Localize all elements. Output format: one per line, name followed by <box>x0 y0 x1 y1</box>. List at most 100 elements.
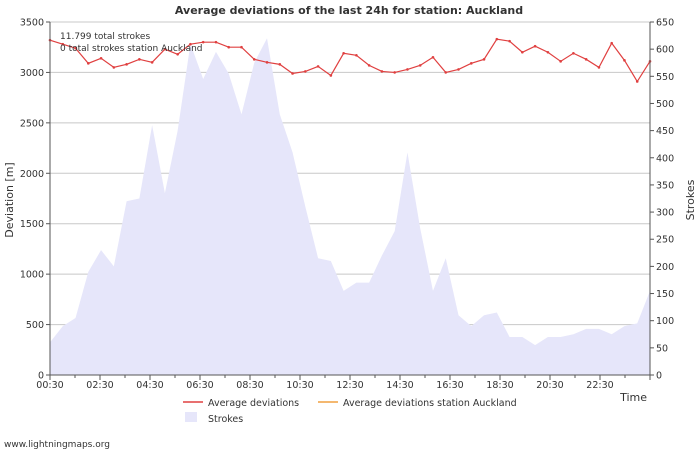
average-deviations-point <box>495 37 499 41</box>
average-deviations-point <box>74 46 77 50</box>
y-left-tick-labels: 0 500 1000 1500 2000 2500 3000 3500 <box>20 18 50 382</box>
average-deviations-point <box>163 47 167 51</box>
strokes-area <box>50 38 650 375</box>
y-right-tick-label: 350 <box>656 180 674 191</box>
y-right-tick-label: 0 <box>656 371 662 382</box>
average-deviations-point <box>367 64 371 67</box>
x-tick-label: 04:30 <box>136 380 163 391</box>
annotations: 11.799 total strokes 0 total strokes sta… <box>60 32 203 54</box>
y-right-tick-label: 150 <box>656 289 674 300</box>
average-deviations-point <box>150 61 154 64</box>
x-axis-label: Time <box>619 391 647 404</box>
average-deviations-series <box>48 37 652 83</box>
y-left-tick-label: 500 <box>26 320 44 331</box>
average-deviations-point <box>304 70 307 73</box>
x-tick-label: 12:30 <box>336 380 363 391</box>
y-left-tick-label: 1500 <box>20 219 44 230</box>
legend-label-average-deviations-station: Average deviations station Auckland <box>343 398 517 409</box>
legend-swatch-strokes <box>185 412 197 422</box>
x-tick-labels: 00:30 02:30 04:30 06:30 08:30 10:30 12:30 14:30… <box>36 375 651 391</box>
average-deviations-point <box>189 42 192 46</box>
y-right-tick-label: 300 <box>656 208 674 219</box>
x-tick-label: 14:30 <box>386 380 413 391</box>
average-deviations-point <box>610 41 613 45</box>
average-deviations-point <box>278 63 282 66</box>
y-left-tick-label: 1000 <box>20 270 44 281</box>
average-deviations-point <box>418 64 422 67</box>
average-deviations-point <box>227 45 231 49</box>
average-deviations-point <box>482 58 486 61</box>
average-deviations-point <box>176 52 179 56</box>
average-deviations-point <box>252 58 256 61</box>
legend-label-strokes: Strokes <box>208 414 243 425</box>
y-right-tick-label: 400 <box>656 153 674 164</box>
average-deviations-point <box>99 57 103 60</box>
average-deviations-point <box>584 58 588 61</box>
y-right-tick-label: 50 <box>656 343 668 354</box>
average-deviations-point <box>444 71 448 74</box>
average-deviations-point <box>431 56 435 59</box>
average-deviations-point <box>61 42 65 46</box>
average-deviations-point <box>508 39 511 43</box>
average-deviations-point <box>393 71 396 74</box>
legend: Average deviations Average deviations st… <box>183 398 517 425</box>
y-right-tick-label: 550 <box>656 72 674 83</box>
average-deviations-point <box>546 50 550 54</box>
x-tick-label: 08:30 <box>236 380 263 391</box>
y-right-tick-label: 500 <box>656 99 674 110</box>
y-left-tick-label: 3500 <box>20 18 44 29</box>
x-tick-label: 16:30 <box>436 380 463 391</box>
average-deviations-point <box>635 80 639 83</box>
x-tick-label: 02:30 <box>86 380 113 391</box>
average-deviations-point <box>342 51 345 55</box>
average-deviations-point <box>457 68 460 71</box>
x-tick-label: 22:30 <box>586 380 613 391</box>
average-deviations-point <box>291 72 294 75</box>
average-deviations-point <box>329 74 333 77</box>
strokes-area-series <box>50 38 650 375</box>
x-tick-label: 06:30 <box>186 380 213 391</box>
footer-credit: www.lightningmaps.org <box>4 440 110 450</box>
average-deviations-point <box>406 68 409 71</box>
average-deviations-point <box>201 40 205 44</box>
y-left-tick-label: 2500 <box>20 118 44 129</box>
average-deviations-point <box>559 60 562 63</box>
y-right-tick-label: 600 <box>656 45 674 56</box>
average-deviations-point <box>469 62 473 65</box>
average-deviations-point <box>355 53 358 57</box>
average-deviations-point <box>87 62 90 65</box>
annotation-total-strokes: 11.799 total strokes <box>60 32 150 42</box>
y-right-tick-label: 250 <box>656 235 674 246</box>
average-deviations-point <box>125 63 128 66</box>
x-tick-label: 10:30 <box>286 380 313 391</box>
legend-label-average-deviations: Average deviations <box>208 398 299 409</box>
y-right-tick-label: 100 <box>656 316 674 327</box>
y-left-tick-label: 3000 <box>20 68 44 79</box>
average-deviations-point <box>112 66 116 69</box>
y-left-axis-label: Deviation [m] <box>3 162 16 237</box>
average-deviations-point <box>240 45 243 49</box>
average-deviations-point <box>533 44 537 48</box>
annotation-station-strokes: 0 total strokes station Auckland <box>60 44 203 54</box>
x-tick-label: 00:30 <box>36 380 63 391</box>
average-deviations-point <box>380 70 384 73</box>
average-deviations-line <box>49 38 651 83</box>
average-deviations-point <box>214 40 218 44</box>
y-right-tick-label: 200 <box>656 262 674 273</box>
average-deviations-point <box>265 61 269 64</box>
average-deviations-point <box>521 50 524 54</box>
average-deviations-point <box>138 58 141 61</box>
x-tick-label: 20:30 <box>536 380 563 391</box>
average-deviations-point <box>597 66 601 69</box>
y-right-tick-labels: 0 50 100 150 200 250 300 350 400 450 500 550 600 650 <box>650 18 674 382</box>
y-right-tick-label: 450 <box>656 126 674 137</box>
chart-title: Average deviations of the last 24h for s… <box>175 4 523 17</box>
average-deviations-point <box>572 51 575 55</box>
average-deviations-point <box>316 65 320 68</box>
x-tick-label: 18:30 <box>486 380 513 391</box>
y-right-axis-label: Strokes <box>684 179 697 220</box>
y-right-tick-label: 650 <box>656 18 674 29</box>
y-left-tick-label: 2000 <box>20 169 44 180</box>
y-left-tick-label: 0 <box>38 371 44 382</box>
